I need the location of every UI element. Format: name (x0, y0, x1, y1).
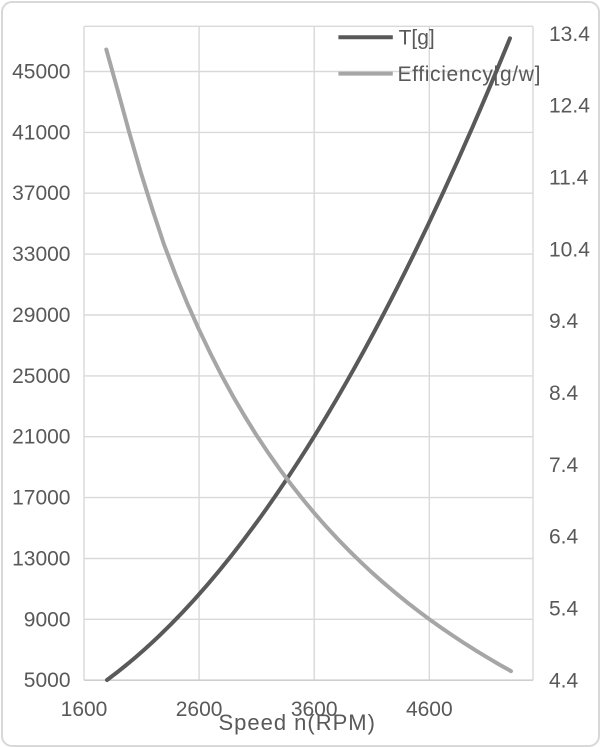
svg-text:2600: 2600 (176, 698, 223, 721)
svg-text:6.4: 6.4 (549, 526, 579, 549)
svg-text:10.4: 10.4 (549, 238, 590, 261)
svg-text:Efficiency[g/w]: Efficiency[g/w] (398, 63, 542, 86)
svg-text:1600: 1600 (61, 698, 108, 721)
svg-text:29000: 29000 (12, 304, 70, 327)
svg-text:T[g]: T[g] (399, 27, 435, 50)
svg-text:17000: 17000 (12, 487, 70, 510)
svg-text:4600: 4600 (406, 698, 453, 721)
svg-text:4.4: 4.4 (549, 669, 579, 692)
svg-text:3600: 3600 (291, 698, 338, 721)
svg-text:41000: 41000 (12, 121, 70, 144)
svg-text:45000: 45000 (12, 61, 70, 84)
svg-text:33000: 33000 (12, 243, 70, 266)
svg-text:25000: 25000 (12, 365, 70, 388)
svg-text:13.4: 13.4 (549, 23, 590, 46)
svg-text:Speed n(RPM): Speed n(RPM) (218, 710, 376, 735)
svg-text:7.4: 7.4 (549, 454, 579, 477)
svg-text:9000: 9000 (24, 608, 71, 631)
svg-text:9.4: 9.4 (549, 310, 579, 333)
svg-text:21000: 21000 (12, 426, 70, 449)
svg-text:12.4: 12.4 (549, 95, 590, 118)
svg-text:8.4: 8.4 (549, 382, 579, 405)
svg-text:5.4: 5.4 (549, 598, 579, 621)
svg-text:13000: 13000 (12, 548, 70, 571)
svg-text:37000: 37000 (12, 182, 70, 205)
svg-text:11.4: 11.4 (549, 167, 589, 190)
svg-text:5000: 5000 (24, 669, 71, 692)
